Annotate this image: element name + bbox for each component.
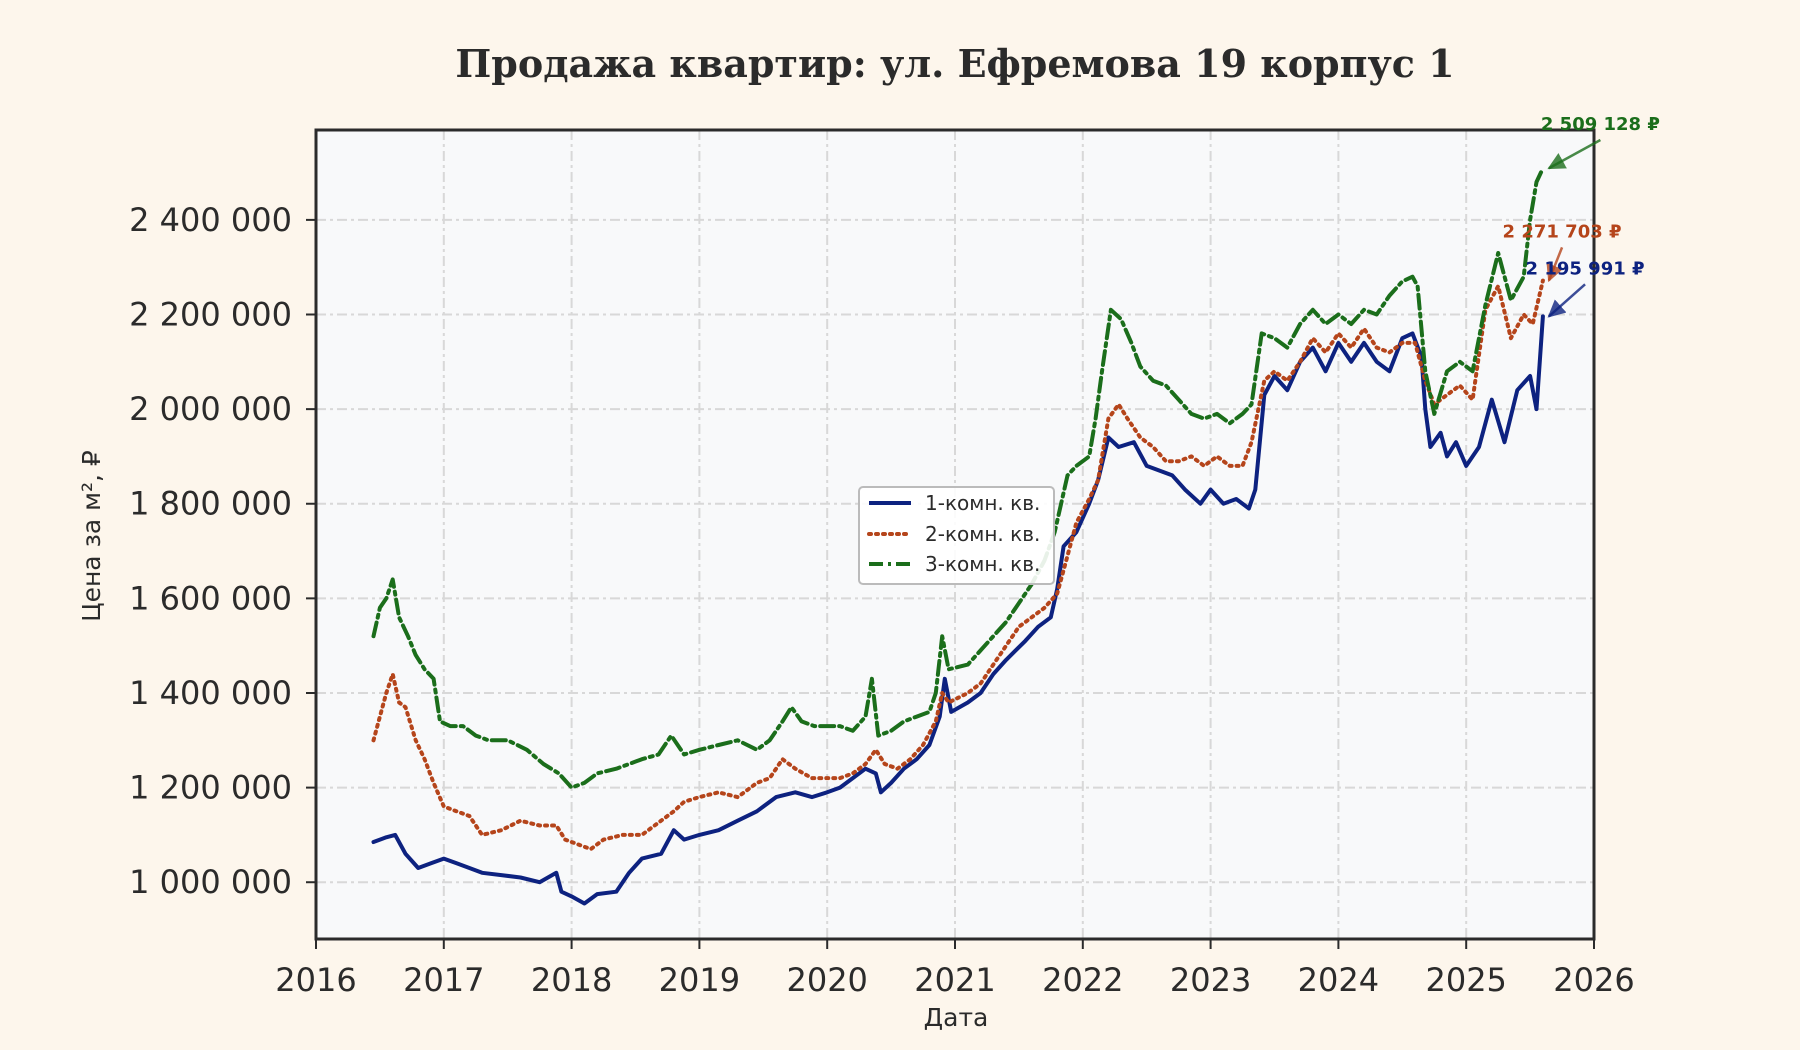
- y-tick-label: 2 000 000: [129, 390, 292, 428]
- x-tick-label: 2024: [1298, 961, 1379, 999]
- y-tick-label: 1 400 000: [129, 674, 292, 712]
- legend-label-2k: 2-комн. кв.: [925, 522, 1040, 546]
- x-axis-label: Дата: [924, 1003, 989, 1032]
- annotation-label: 2 271 703 ₽: [1503, 221, 1622, 242]
- chart-title: Продажа квартир: ул. Ефремова 19 корпус …: [455, 41, 1454, 86]
- annotation-arrow: [1546, 246, 1564, 283]
- x-axis-ticks: 2016 2017 2018 2019 2020 2021 2022 2023 2024 2025…: [275, 939, 1635, 999]
- x-tick-label: 2026: [1553, 961, 1634, 999]
- x-tick-label: 2025: [1425, 961, 1506, 999]
- x-tick-label: 2021: [914, 961, 995, 999]
- annotation-arrow: [1547, 283, 1586, 318]
- series-layer: [371, 166, 1545, 906]
- x-tick-label: 2022: [1042, 961, 1123, 999]
- x-tick-label: 2020: [786, 961, 867, 999]
- x-tick-label: 2018: [531, 961, 612, 999]
- annotation-arrow: [1547, 138, 1601, 170]
- y-tick-label: 2 400 000: [129, 201, 292, 239]
- legend: 1-комн. кв. 2-комн. кв. 3-комн. кв.: [858, 486, 1055, 585]
- series-line-1k: [371, 314, 1545, 906]
- legend-box: [858, 486, 1055, 585]
- y-tick-label: 1 200 000: [129, 769, 292, 807]
- y-tick-label: 1 800 000: [129, 485, 292, 523]
- legend-label-1k: 1-комн. кв.: [925, 491, 1040, 515]
- y-tick-label: 1 600 000: [129, 579, 292, 617]
- x-tick-label: 2016: [275, 961, 356, 999]
- series-line-2k: [371, 278, 1545, 852]
- y-tick-label: 1 000 000: [129, 863, 292, 901]
- y-tick-label: 2 200 000: [129, 296, 292, 334]
- x-tick-label: 2023: [1170, 961, 1251, 999]
- x-tick-label: 2019: [659, 961, 740, 999]
- y-axis-label: Цена за м², ₽: [77, 450, 106, 622]
- legend-label-3k: 3-комн. кв.: [925, 552, 1040, 576]
- y-axis-ticks: 1 000 000 1 200 000 1 400 000 1 600 000 1 80…: [129, 201, 316, 901]
- annotations: 2 509 128 ₽ 2 271 703 ₽ 2 195 991 ₽: [1503, 114, 1660, 318]
- x-tick-label: 2017: [403, 961, 484, 999]
- annotation-label: 2 509 128 ₽: [1541, 114, 1660, 135]
- annotation-label: 2 195 991 ₽: [1526, 258, 1645, 279]
- series-line-3k: [371, 166, 1545, 790]
